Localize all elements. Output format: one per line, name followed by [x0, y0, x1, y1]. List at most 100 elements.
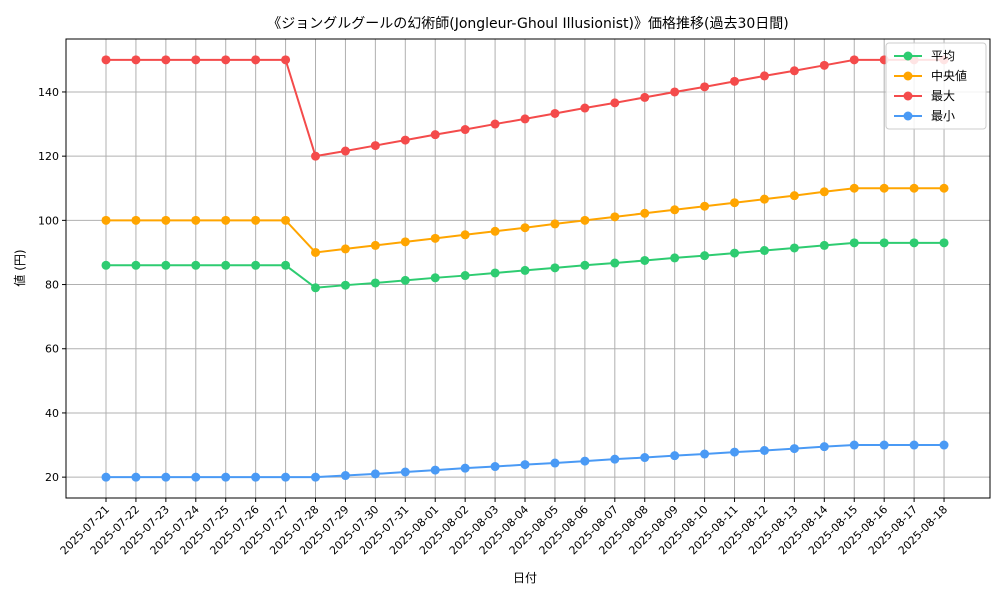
x-axis-label: 日付: [513, 571, 537, 585]
data-point: [311, 247, 321, 257]
data-point: [700, 251, 710, 261]
legend-item: 平均: [894, 49, 955, 63]
data-point: [460, 463, 470, 473]
data-point: [340, 471, 350, 481]
data-point: [460, 271, 470, 281]
data-point: [550, 108, 560, 118]
data-point: [161, 215, 171, 225]
data-point: [490, 462, 500, 472]
data-point: [251, 55, 261, 65]
data-point: [640, 453, 650, 463]
data-point: [550, 458, 560, 468]
data-point: [191, 260, 201, 270]
series-layer: [101, 55, 949, 482]
y-tick-label: 100: [38, 214, 59, 227]
data-point: [550, 263, 560, 273]
data-point: [161, 260, 171, 270]
data-point: [759, 246, 769, 256]
data-point: [251, 260, 261, 270]
data-point: [879, 440, 889, 450]
data-point: [670, 253, 680, 263]
data-point: [430, 273, 440, 283]
data-point: [221, 55, 231, 65]
data-point: [400, 237, 410, 247]
data-point: [879, 183, 889, 193]
data-point: [101, 472, 111, 482]
legend-label: 最小: [931, 109, 955, 123]
data-point: [340, 280, 350, 290]
y-axis-label: 値 (円): [12, 249, 27, 286]
data-point: [370, 469, 380, 479]
data-point: [789, 243, 799, 253]
legend-label: 中央値: [931, 68, 967, 83]
data-point: [789, 444, 799, 454]
data-point: [610, 98, 620, 108]
y-tick-label: 40: [45, 407, 59, 420]
data-point: [221, 260, 231, 270]
data-point: [281, 215, 291, 225]
data-point: [819, 60, 829, 70]
data-point: [161, 55, 171, 65]
data-point: [131, 260, 141, 270]
data-point: [311, 151, 321, 161]
y-tick-label: 60: [45, 343, 59, 356]
data-point: [101, 260, 111, 270]
data-point: [251, 472, 261, 482]
data-point: [640, 255, 650, 265]
data-point: [670, 87, 680, 97]
data-point: [580, 215, 590, 225]
data-point: [700, 82, 710, 92]
legend-marker: [903, 71, 913, 81]
legend-item: 最小: [894, 109, 955, 123]
chart-title: 《ジョングルグールの幻術師(Jongleur-Ghoul Illusionist…: [267, 16, 789, 32]
data-point: [610, 258, 620, 268]
data-point: [730, 248, 740, 258]
data-point: [490, 226, 500, 236]
data-point: [849, 55, 859, 65]
data-point: [819, 240, 829, 250]
data-point: [819, 442, 829, 452]
data-point: [520, 460, 530, 470]
data-point: [610, 454, 620, 464]
legend-item: 最大: [894, 89, 955, 103]
data-point: [909, 183, 919, 193]
data-point: [281, 55, 291, 65]
data-point: [909, 238, 919, 248]
data-point: [281, 472, 291, 482]
data-point: [460, 230, 470, 240]
data-point: [520, 265, 530, 275]
data-point: [580, 103, 590, 113]
data-point: [700, 449, 710, 459]
data-point: [789, 66, 799, 76]
data-point: [580, 260, 590, 270]
data-point: [520, 114, 530, 124]
data-point: [909, 440, 919, 450]
y-tick-label: 80: [45, 279, 59, 292]
data-point: [161, 472, 171, 482]
data-point: [460, 125, 470, 135]
data-point: [819, 187, 829, 197]
series-1: [101, 183, 949, 257]
data-point: [700, 201, 710, 211]
data-point: [849, 183, 859, 193]
data-point: [131, 55, 141, 65]
plot-frame: [65, 38, 991, 499]
series-3: [101, 440, 949, 482]
data-point: [370, 240, 380, 250]
legend-marker: [903, 51, 913, 61]
data-point: [101, 215, 111, 225]
tick-layer: 2025-07-212025-07-222025-07-232025-07-24…: [38, 86, 950, 557]
data-point: [939, 440, 949, 450]
data-point: [939, 238, 949, 248]
data-point: [191, 472, 201, 482]
data-point: [281, 260, 291, 270]
data-point: [759, 71, 769, 81]
legend-label: 平均: [931, 49, 955, 63]
y-tick-label: 120: [38, 150, 59, 163]
legend-item: 中央値: [894, 68, 967, 83]
data-point: [550, 219, 560, 229]
data-point: [340, 146, 350, 156]
